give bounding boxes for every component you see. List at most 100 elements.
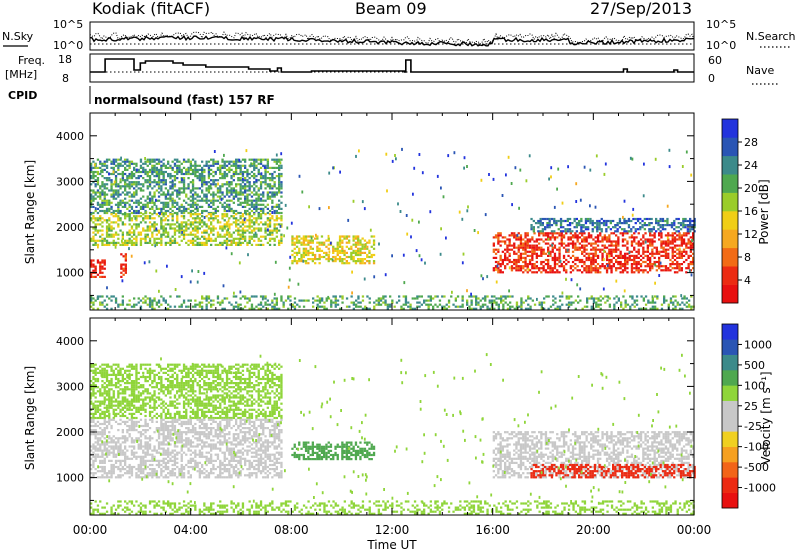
echo-cell (603, 236, 606, 239)
echo-cell (105, 221, 109, 224)
echo-cell (343, 258, 346, 261)
echo-cell (210, 187, 213, 190)
echo-cell (544, 263, 548, 266)
echo-cell (139, 233, 143, 236)
echo-cell (475, 295, 478, 298)
echo-cell (92, 369, 95, 372)
echo-cell (560, 242, 563, 245)
echo-cell (646, 238, 649, 241)
echo-cell (257, 239, 260, 242)
echo-cell (293, 251, 296, 254)
echo-cell (676, 263, 679, 266)
echo-cell (587, 256, 591, 259)
echo-cell (139, 160, 143, 163)
echo-cell (162, 162, 165, 165)
echo-cell (533, 248, 536, 251)
echo-cell (164, 301, 167, 304)
echo-cell (119, 211, 122, 215)
echo-cell (497, 269, 500, 272)
echo-cell (551, 234, 554, 237)
echo-cell (119, 164, 122, 167)
echo-cell (345, 245, 348, 248)
echo-cell (241, 191, 245, 194)
echo-cell (182, 229, 186, 232)
echo-cell (674, 307, 677, 310)
echo-cell (144, 221, 147, 224)
echo-cell (191, 213, 195, 216)
echo-cell (568, 224, 572, 227)
echo-cell (427, 299, 430, 302)
echo-cell (257, 307, 260, 310)
echo-cell (103, 398, 106, 401)
echo-cell (628, 236, 631, 239)
echo-cell (205, 239, 208, 242)
echo-cell (649, 232, 652, 235)
echo-cell (633, 258, 636, 262)
echo-cell (198, 217, 201, 220)
echo-cell (316, 237, 319, 240)
echo-cell (620, 303, 623, 306)
echo-cell (121, 396, 124, 399)
echo-cell (253, 239, 256, 242)
echo-cell (361, 247, 364, 250)
echo-cell (450, 295, 453, 298)
echo-cell (148, 185, 152, 188)
echo-cell (191, 227, 195, 230)
echo-cell (99, 203, 102, 206)
echo-cell (475, 307, 478, 310)
echo-cell (304, 262, 308, 265)
echo-cell (438, 299, 442, 302)
echo-cell (630, 242, 634, 245)
echo-cell (461, 299, 464, 302)
echo-cell (171, 241, 174, 244)
echo-cell (591, 222, 594, 225)
echo-cell (334, 260, 337, 263)
echo-cell (219, 189, 222, 192)
echo-cell (531, 244, 534, 247)
echo-cell (160, 207, 163, 210)
echo-cell (291, 239, 294, 242)
echo-cell (203, 170, 206, 174)
echo-cell (148, 162, 152, 165)
echo-cell (533, 271, 536, 274)
echo-cell (180, 170, 183, 174)
echo-cell (384, 303, 387, 306)
echo-cell (119, 408, 122, 411)
echo-cell (121, 201, 124, 204)
echo-cell (630, 236, 634, 239)
echo-cell (513, 250, 516, 253)
echo-cell (139, 175, 143, 178)
echo-cell (300, 255, 303, 259)
echo-cell (278, 168, 281, 171)
echo-cell (372, 253, 376, 257)
echo-cell (164, 193, 167, 196)
echo-cell (559, 230, 563, 233)
echo-cell (651, 301, 654, 304)
echo-cell (638, 307, 641, 310)
echo-cell (553, 232, 557, 235)
echo-cell (139, 243, 143, 246)
echo-cell (189, 223, 192, 226)
echo-cell (191, 189, 195, 192)
echo-cell (664, 228, 667, 231)
echo-cell (225, 203, 229, 206)
echo-cell (345, 297, 349, 300)
echo-cell (126, 193, 129, 196)
echo-cell (253, 193, 256, 196)
echo-cell (121, 402, 124, 405)
echo-cell (596, 256, 600, 259)
echo-cell (92, 390, 95, 393)
echo-cell (493, 295, 496, 298)
echo-cell (506, 258, 509, 262)
echo-cell (130, 416, 134, 420)
echo-cell (117, 217, 120, 220)
echo-cell (660, 234, 663, 237)
echo-cell (527, 295, 530, 298)
echo-cell (139, 394, 143, 397)
echo-cell (203, 175, 206, 178)
echo-cell (130, 388, 134, 391)
echo-cell (223, 241, 226, 244)
echo-cell (615, 258, 618, 262)
echo-cell (176, 207, 179, 210)
echo-cell (92, 243, 95, 246)
